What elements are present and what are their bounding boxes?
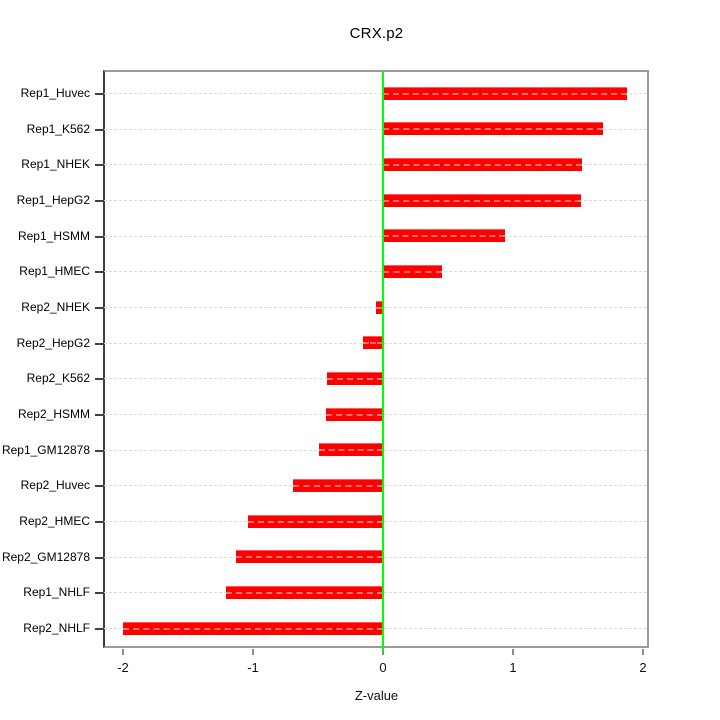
- y-axis-tick: [95, 200, 104, 202]
- bar-Rep1_Huvec: [383, 87, 627, 100]
- y-axis-tick: [95, 378, 104, 380]
- category-label: Rep1_Huvec: [20, 86, 90, 100]
- y-axis-tick: [95, 164, 104, 166]
- y-axis-tick: [95, 343, 104, 345]
- y-axis-tick: [95, 271, 104, 273]
- x-axis-tick: [512, 649, 514, 655]
- bar-Rep2_HSMM: [326, 408, 383, 421]
- y-axis-tick: [95, 307, 104, 309]
- category-label: Rep2_GM12878: [1, 550, 90, 564]
- x-axis-tick-label: 2: [639, 660, 647, 675]
- category-label: Rep2_NHEK: [21, 300, 90, 314]
- bar-Rep2_HepG2: [363, 336, 383, 349]
- y-axis-tick: [95, 592, 104, 594]
- bar-Rep1_GM12878: [319, 443, 383, 456]
- y-axis-tick: [95, 450, 104, 452]
- x-axis-tick-label: 1: [509, 660, 517, 675]
- category-label: Rep1_K562: [26, 122, 90, 136]
- zero-reference-line: [382, 71, 384, 651]
- category-label: Rep2_HMEC: [19, 514, 90, 528]
- category-label: Rep1_HepG2: [16, 193, 90, 207]
- bar-Rep2_GM12878: [236, 550, 383, 563]
- bar-Rep1_HMEC: [383, 265, 442, 278]
- bar-Rep1_HepG2: [383, 194, 581, 207]
- y-axis-tick: [95, 557, 104, 559]
- x-axis-tick-label: 0: [379, 660, 387, 675]
- x-axis-tick: [252, 649, 254, 655]
- category-label: Rep1_HSMM: [17, 229, 90, 243]
- category-label: Rep2_Huvec: [20, 478, 90, 492]
- category-label: Rep2_NHLF: [23, 621, 90, 635]
- y-axis-tick: [95, 93, 104, 95]
- category-label: Rep1_HMEC: [19, 264, 90, 278]
- x-axis-tick: [642, 649, 644, 655]
- x-axis-tick: [122, 649, 124, 655]
- x-axis-label: Z-value: [354, 688, 399, 703]
- y-axis-tick: [95, 485, 104, 487]
- category-label: Rep1_NHEK: [21, 157, 90, 171]
- y-axis-tick: [95, 414, 104, 416]
- row-gridline: [104, 271, 647, 272]
- category-label: Rep1_NHLF: [23, 585, 90, 599]
- x-axis-tick: [382, 649, 384, 655]
- category-label: Rep1_GM12878: [1, 443, 90, 457]
- category-label: Rep2_HSMM: [17, 407, 90, 421]
- bar-Rep2_HMEC: [248, 515, 383, 528]
- bar-Rep2_NHEK: [376, 301, 383, 314]
- bar-Rep1_NHLF: [226, 586, 383, 599]
- row-gridline: [104, 236, 647, 237]
- bar-Rep2_NHLF: [123, 622, 383, 635]
- bar-Rep2_K562: [327, 372, 383, 385]
- row-gridline: [104, 93, 647, 94]
- y-axis-tick: [95, 521, 104, 523]
- row-gridline: [104, 307, 647, 308]
- row-gridline: [104, 129, 647, 130]
- category-label: Rep2_HepG2: [16, 336, 90, 350]
- row-gridline: [104, 200, 647, 201]
- bar-Rep1_NHEK: [383, 158, 582, 171]
- bar-Rep1_K562: [383, 122, 603, 135]
- x-axis-tick-label: -2: [117, 660, 129, 675]
- y-axis-tick: [95, 628, 104, 630]
- x-axis-tick-label: -1: [247, 660, 259, 675]
- bar-Rep2_Huvec: [293, 479, 383, 492]
- bar-Rep1_HSMM: [383, 229, 505, 242]
- plot-area: [103, 70, 649, 648]
- row-gridline: [104, 164, 647, 165]
- chart-title: CRX.p2: [349, 25, 404, 42]
- y-axis-tick: [95, 129, 104, 131]
- category-label: Rep2_K562: [26, 371, 90, 385]
- y-axis-tick: [95, 236, 104, 238]
